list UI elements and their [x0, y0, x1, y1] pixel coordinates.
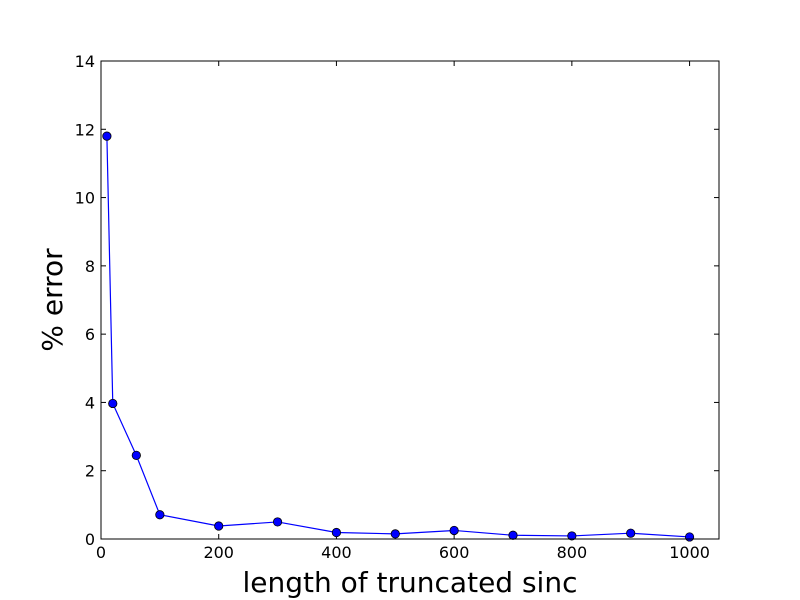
y-tick-label: 6: [85, 325, 95, 344]
x-tick-label: 1000: [669, 543, 710, 562]
data-point: [331, 527, 342, 538]
y-tick-label: 8: [85, 257, 95, 276]
plot-area: [101, 61, 719, 539]
x-tick-label: 600: [439, 543, 470, 562]
x-tick-label: 0: [96, 543, 106, 562]
data-point: [272, 517, 283, 527]
y-tick-label: 0: [85, 530, 95, 549]
data-point: [684, 532, 695, 542]
data-point: [390, 529, 400, 539]
plot-frame: [100, 60, 720, 540]
y-tick-label: 2: [85, 462, 95, 481]
y-tick-label: 10: [75, 189, 95, 208]
data-point: [449, 525, 459, 536]
data-point: [108, 398, 118, 409]
data-point: [155, 510, 165, 520]
x-axis-label: length of truncated sinc: [243, 566, 578, 599]
x-tick-label: 400: [321, 543, 352, 562]
data-point: [131, 450, 141, 460]
data-point: [102, 131, 112, 141]
x-tick-label: 800: [557, 543, 588, 562]
y-tick-label: 4: [85, 393, 95, 412]
x-tick-label: 200: [203, 543, 234, 562]
series-points: [102, 131, 695, 542]
data-point: [508, 530, 518, 540]
y-tick-label: 12: [75, 120, 95, 139]
data-point: [214, 521, 224, 531]
data-point: [626, 528, 636, 538]
y-axis-label: % error: [36, 248, 69, 352]
axis-ticks: 0 200 400 600 800 1000 0 2 4 6 8 10 12 14: [75, 52, 719, 562]
y-tick-label: 14: [75, 52, 95, 71]
data-point: [567, 531, 577, 541]
